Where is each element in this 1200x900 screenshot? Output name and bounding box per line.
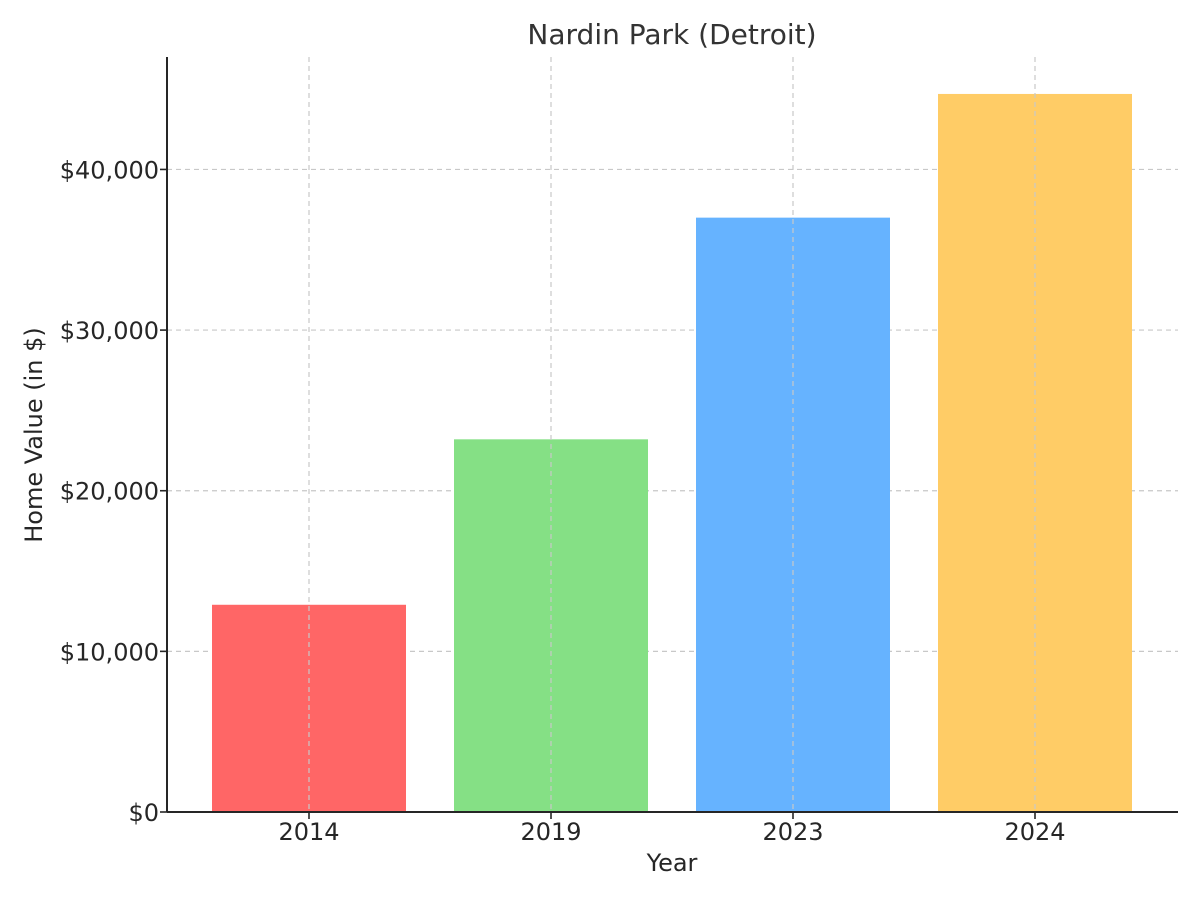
bar-2023	[696, 217, 890, 812]
x-tick-label: 2024	[1004, 818, 1065, 846]
axes	[166, 57, 1178, 813]
bars	[212, 93, 1132, 813]
y-tick-label: $20,000	[60, 478, 159, 506]
x-tick-label: 2014	[278, 818, 339, 846]
y-tick-label: $30,000	[60, 317, 159, 345]
x-axis-label: Year	[646, 849, 698, 877]
grid-lines	[167, 168, 1178, 652]
x-tick-label: 2019	[520, 818, 581, 846]
tick-labels: $0 $10,000 $20,000 $30,000 $40,000 2014 2019 20…	[60, 156, 1066, 846]
x-tick-label: 2023	[762, 818, 823, 846]
chart-title: Nardin Park (Detroit)	[527, 18, 816, 51]
y-tick-label: $10,000	[60, 638, 159, 666]
y-tick-label: $40,000	[60, 156, 159, 184]
y-tick-label: $0	[128, 799, 159, 827]
y-axis-label: Home Value (in $)	[20, 327, 48, 543]
